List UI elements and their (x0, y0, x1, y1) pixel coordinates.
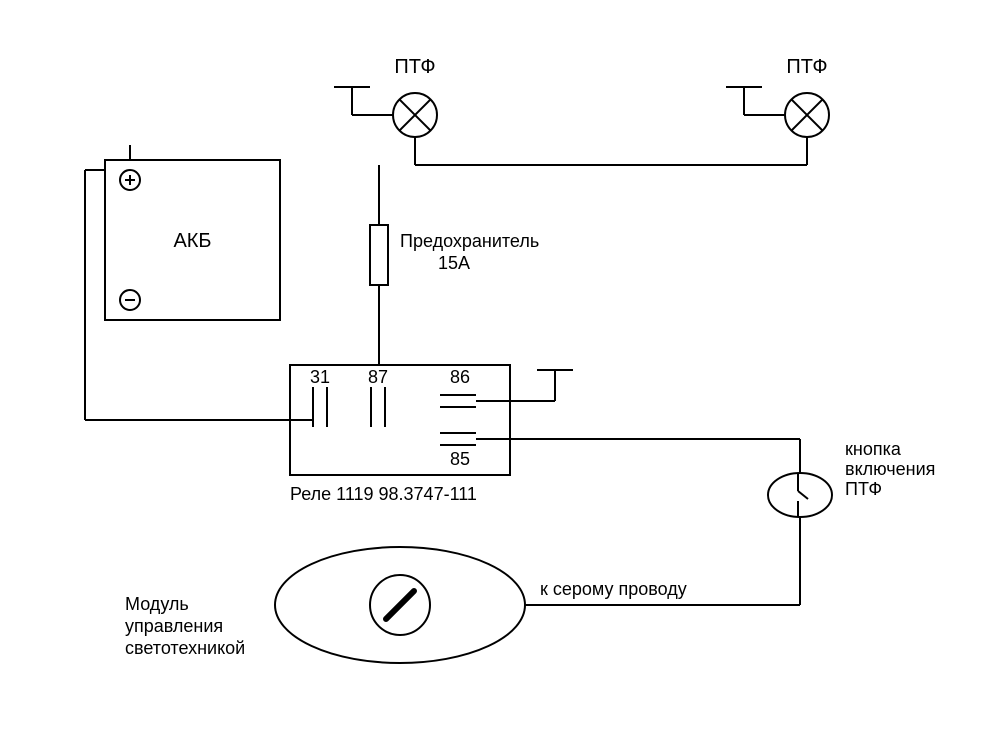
module-label-3: светотехникой (125, 638, 245, 658)
relay-label: Реле 1119 98.3747-111 (290, 484, 477, 504)
module-label-2: управления (125, 616, 223, 636)
lamp-label: ПТФ (786, 56, 827, 78)
wire-label: к серому проводу (540, 579, 687, 599)
pin-87-label: 87 (368, 367, 388, 387)
fuse-label: Предохранитель (400, 231, 539, 251)
fuse-rating: 15А (438, 253, 470, 273)
wiring-diagram: АКБ ПТФ ПТФ Предохранитель15А Реле 1119 98.3… (0, 0, 1000, 750)
pin-85-label: 85 (450, 449, 470, 469)
button-label-2: включения (845, 459, 935, 479)
pin-86-label: 86 (450, 367, 470, 387)
button-label-3: ПТФ (845, 479, 882, 499)
module-label-1: Модуль (125, 594, 189, 614)
battery-label: АКБ (173, 230, 211, 252)
button-label-1: кнопка (845, 439, 902, 459)
pin-31-label: 31 (310, 367, 330, 387)
lamp-label: ПТФ (394, 56, 435, 78)
